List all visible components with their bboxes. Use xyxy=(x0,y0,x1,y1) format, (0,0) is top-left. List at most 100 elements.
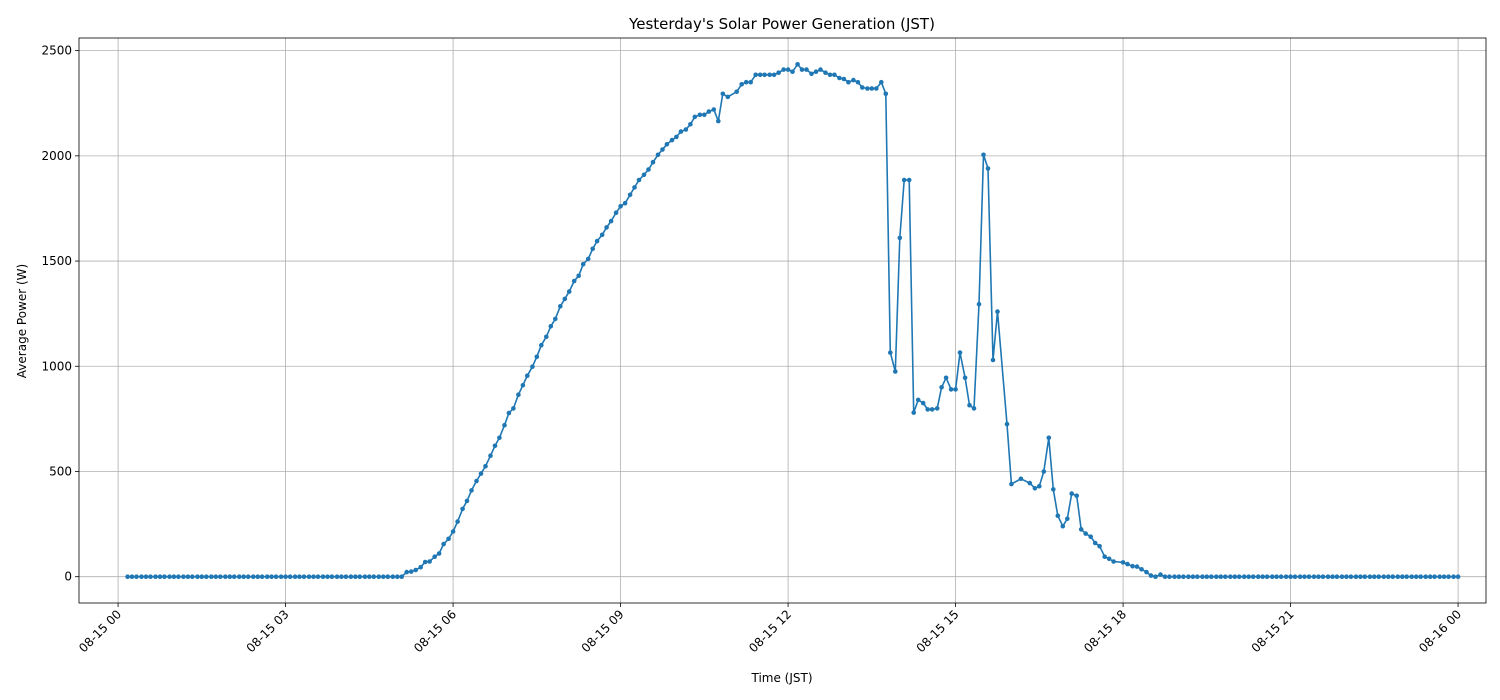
data-point xyxy=(395,574,400,579)
data-point xyxy=(1367,574,1373,579)
data-point xyxy=(627,192,633,198)
data-point xyxy=(897,235,903,241)
data-point xyxy=(1009,481,1014,487)
data-point xyxy=(1060,523,1066,529)
data-point xyxy=(367,574,372,579)
data-point xyxy=(688,122,693,127)
x-tick-label: 08-15 09 xyxy=(579,607,627,655)
data-point xyxy=(785,67,791,72)
data-point xyxy=(385,574,391,579)
data-point xyxy=(227,574,233,579)
data-point xyxy=(474,478,479,484)
y-tick-label: 0 xyxy=(64,570,72,584)
data-point xyxy=(1120,560,1126,565)
data-point xyxy=(809,71,814,77)
data-point xyxy=(771,72,777,78)
data-point xyxy=(432,554,438,559)
y-tick-label: 1500 xyxy=(41,254,72,268)
data-point xyxy=(716,118,721,124)
data-point xyxy=(971,406,977,411)
data-point xyxy=(297,574,302,579)
data-point xyxy=(1353,574,1359,579)
data-point xyxy=(739,82,744,87)
data-point xyxy=(1186,574,1191,579)
data-point xyxy=(585,256,591,262)
data-point xyxy=(558,304,563,309)
data-point xyxy=(427,559,432,564)
data-point xyxy=(181,574,186,579)
data-point xyxy=(1190,574,1196,579)
data-point xyxy=(883,91,889,97)
data-point xyxy=(469,488,474,493)
data-point xyxy=(357,574,363,579)
data-point xyxy=(1269,574,1275,579)
data-point xyxy=(1106,556,1112,562)
data-point xyxy=(566,289,572,294)
data-point xyxy=(422,559,428,565)
data-point xyxy=(157,574,163,579)
data-point xyxy=(925,407,930,412)
data-point xyxy=(1372,574,1377,579)
data-point xyxy=(497,435,502,441)
data-point xyxy=(1158,572,1163,577)
data-point xyxy=(348,574,354,579)
data-point xyxy=(1255,574,1261,579)
data-point xyxy=(748,79,753,85)
data-point xyxy=(1344,574,1349,579)
data-point xyxy=(957,350,963,355)
y-tick-label: 500 xyxy=(49,464,72,478)
data-point xyxy=(920,400,926,406)
data-point xyxy=(1376,574,1382,579)
data-point xyxy=(544,334,549,340)
data-point xyxy=(827,72,833,78)
data-point xyxy=(1432,574,1437,579)
data-point xyxy=(702,112,707,118)
data-point xyxy=(413,567,419,573)
data-point xyxy=(1297,574,1303,579)
data-point xyxy=(1032,486,1038,491)
data-point xyxy=(1260,574,1265,579)
plot-area-frame xyxy=(78,37,1487,604)
data-point xyxy=(1441,574,1447,579)
data-point xyxy=(790,69,795,74)
data-point xyxy=(1274,574,1279,579)
data-point xyxy=(1400,574,1405,579)
data-point xyxy=(195,574,200,579)
data-point xyxy=(743,79,749,85)
data-point xyxy=(1139,567,1144,572)
x-axis-ticks: 08-15 00 08-15 03 08-15 06 08-15 09 08-15 12… xyxy=(76,603,1464,655)
data-point xyxy=(1228,574,1233,579)
data-point xyxy=(353,574,358,579)
data-point xyxy=(143,574,149,579)
data-point xyxy=(148,574,153,579)
data-point xyxy=(1092,540,1098,546)
data-point xyxy=(292,574,298,579)
data-point xyxy=(245,574,251,579)
data-point xyxy=(478,471,484,476)
data-point xyxy=(1111,559,1116,564)
data-point xyxy=(734,89,739,94)
data-point xyxy=(534,354,540,360)
data-point xyxy=(153,574,158,579)
data-point xyxy=(418,564,424,570)
x-tick-label: 08-15 00 xyxy=(76,607,124,655)
data-point xyxy=(1455,574,1461,579)
data-point xyxy=(1200,574,1205,579)
data-point xyxy=(1074,493,1079,499)
data-point xyxy=(725,94,731,100)
data-point xyxy=(976,301,982,307)
data-point xyxy=(311,574,316,579)
data-point xyxy=(865,86,870,91)
data-point xyxy=(1320,574,1326,579)
data-point xyxy=(939,385,944,390)
data-point xyxy=(209,574,214,579)
data-point xyxy=(711,107,717,112)
data-point xyxy=(1051,487,1056,492)
data-point xyxy=(269,574,274,579)
data-point xyxy=(1316,574,1321,579)
data-point xyxy=(1083,531,1088,536)
data-point xyxy=(1311,574,1317,579)
data-point xyxy=(1358,574,1363,579)
data-point xyxy=(995,309,1000,314)
